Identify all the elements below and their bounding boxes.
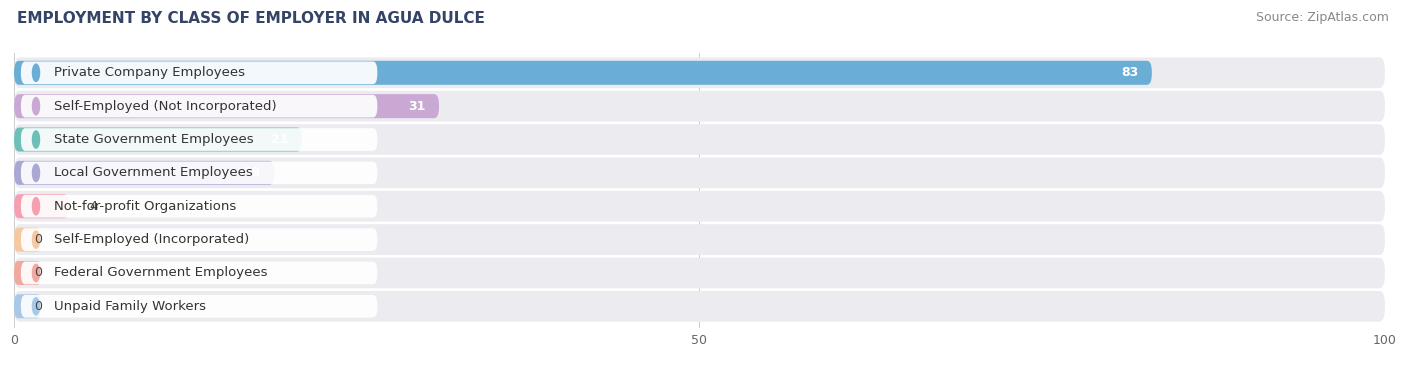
Circle shape — [32, 164, 39, 181]
FancyBboxPatch shape — [14, 91, 1385, 121]
FancyBboxPatch shape — [14, 127, 302, 152]
Text: Private Company Employees: Private Company Employees — [53, 66, 245, 79]
Text: Local Government Employees: Local Government Employees — [53, 166, 253, 179]
FancyBboxPatch shape — [21, 295, 377, 318]
Text: Federal Government Employees: Federal Government Employees — [53, 267, 267, 279]
Circle shape — [32, 64, 39, 81]
Text: State Government Employees: State Government Employees — [53, 133, 253, 146]
Circle shape — [32, 198, 39, 215]
FancyBboxPatch shape — [14, 158, 1385, 188]
FancyBboxPatch shape — [14, 57, 1385, 88]
FancyBboxPatch shape — [14, 61, 1152, 85]
FancyBboxPatch shape — [14, 294, 42, 318]
Text: Self-Employed (Not Incorporated): Self-Employed (Not Incorporated) — [53, 100, 277, 113]
FancyBboxPatch shape — [21, 228, 377, 251]
FancyBboxPatch shape — [21, 195, 377, 218]
Text: 0: 0 — [35, 267, 42, 279]
Text: Self-Employed (Incorporated): Self-Employed (Incorporated) — [53, 233, 249, 246]
FancyBboxPatch shape — [14, 94, 439, 118]
Text: 83: 83 — [1121, 66, 1139, 79]
Text: 0: 0 — [35, 233, 42, 246]
Text: 4: 4 — [90, 200, 97, 213]
Text: Unpaid Family Workers: Unpaid Family Workers — [53, 300, 205, 313]
Circle shape — [32, 131, 39, 148]
Circle shape — [32, 298, 39, 315]
FancyBboxPatch shape — [14, 224, 1385, 255]
FancyBboxPatch shape — [21, 161, 377, 184]
Text: 21: 21 — [271, 133, 288, 146]
Circle shape — [32, 231, 39, 248]
Text: 0: 0 — [35, 300, 42, 313]
FancyBboxPatch shape — [14, 261, 42, 285]
FancyBboxPatch shape — [21, 61, 377, 84]
FancyBboxPatch shape — [14, 257, 1385, 288]
FancyBboxPatch shape — [21, 95, 377, 118]
Circle shape — [32, 264, 39, 282]
FancyBboxPatch shape — [14, 191, 1385, 222]
FancyBboxPatch shape — [14, 161, 274, 185]
FancyBboxPatch shape — [14, 291, 1385, 322]
Text: Source: ZipAtlas.com: Source: ZipAtlas.com — [1256, 11, 1389, 24]
Text: 19: 19 — [243, 166, 262, 179]
FancyBboxPatch shape — [21, 262, 377, 284]
Circle shape — [32, 98, 39, 115]
FancyBboxPatch shape — [21, 128, 377, 151]
Text: 31: 31 — [408, 100, 425, 113]
FancyBboxPatch shape — [14, 124, 1385, 155]
Text: EMPLOYMENT BY CLASS OF EMPLOYER IN AGUA DULCE: EMPLOYMENT BY CLASS OF EMPLOYER IN AGUA … — [17, 11, 485, 26]
Text: Not-for-profit Organizations: Not-for-profit Organizations — [53, 200, 236, 213]
FancyBboxPatch shape — [14, 194, 69, 218]
FancyBboxPatch shape — [14, 228, 42, 251]
